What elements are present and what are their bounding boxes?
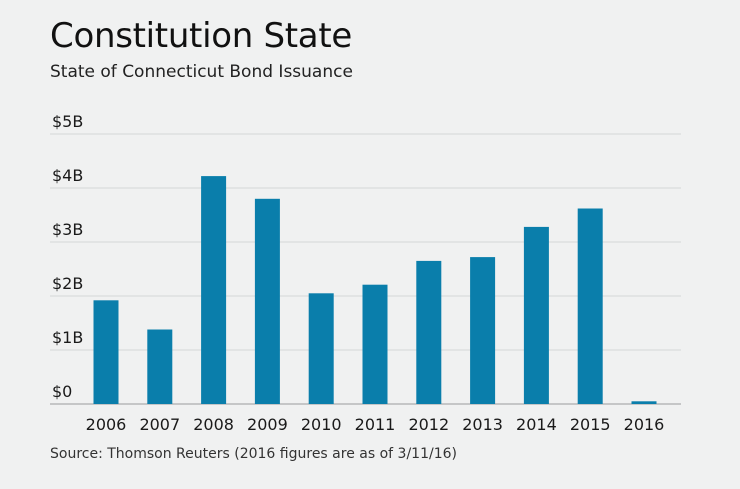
bar-2015 [577,208,603,404]
x-tick-label: 2016 [624,415,665,434]
bar-2011 [362,284,388,404]
x-tick-label: 2015 [570,415,611,434]
x-tick-label: 2008 [193,415,234,434]
x-tick-label: 2013 [462,415,503,434]
y-tick-label: $1B [52,328,83,347]
x-tick-label: 2010 [301,415,342,434]
x-tick-label: 2006 [86,415,127,434]
y-tick-label: $2B [52,274,83,293]
bar-2014 [523,226,549,404]
y-tick-label: $4B [52,166,83,185]
bar-2008 [201,176,227,404]
bar-2012 [416,260,442,404]
bar-2006 [93,300,119,404]
bar-2010 [308,293,334,404]
chart-title: Constitution State [50,16,352,56]
bar-2013 [470,257,496,404]
y-axis-labels: $0 $1B $2B $3B $4B $5B [52,112,83,401]
y-tick-label: $0 [52,382,72,401]
source-note: Source: Thomson Reuters (2016 figures ar… [50,446,457,462]
x-tick-label: 2011 [355,415,396,434]
x-tick-label: 2014 [516,415,557,434]
bar-2009 [254,198,280,404]
bar-2016 [631,401,657,404]
x-tick-label: 2012 [408,415,449,434]
x-tick-label: 2007 [139,415,180,434]
y-tick-label: $3B [52,220,83,239]
bar-2007 [147,329,173,404]
y-tick-label: $5B [52,112,83,131]
chart-subtitle: State of Connecticut Bond Issuance [50,62,353,82]
bars [93,176,657,404]
x-axis-labels: 2006 2007 2008 2009 2010 2011 2012 2013 2014 2015… [86,415,665,434]
x-tick-label: 2009 [247,415,288,434]
